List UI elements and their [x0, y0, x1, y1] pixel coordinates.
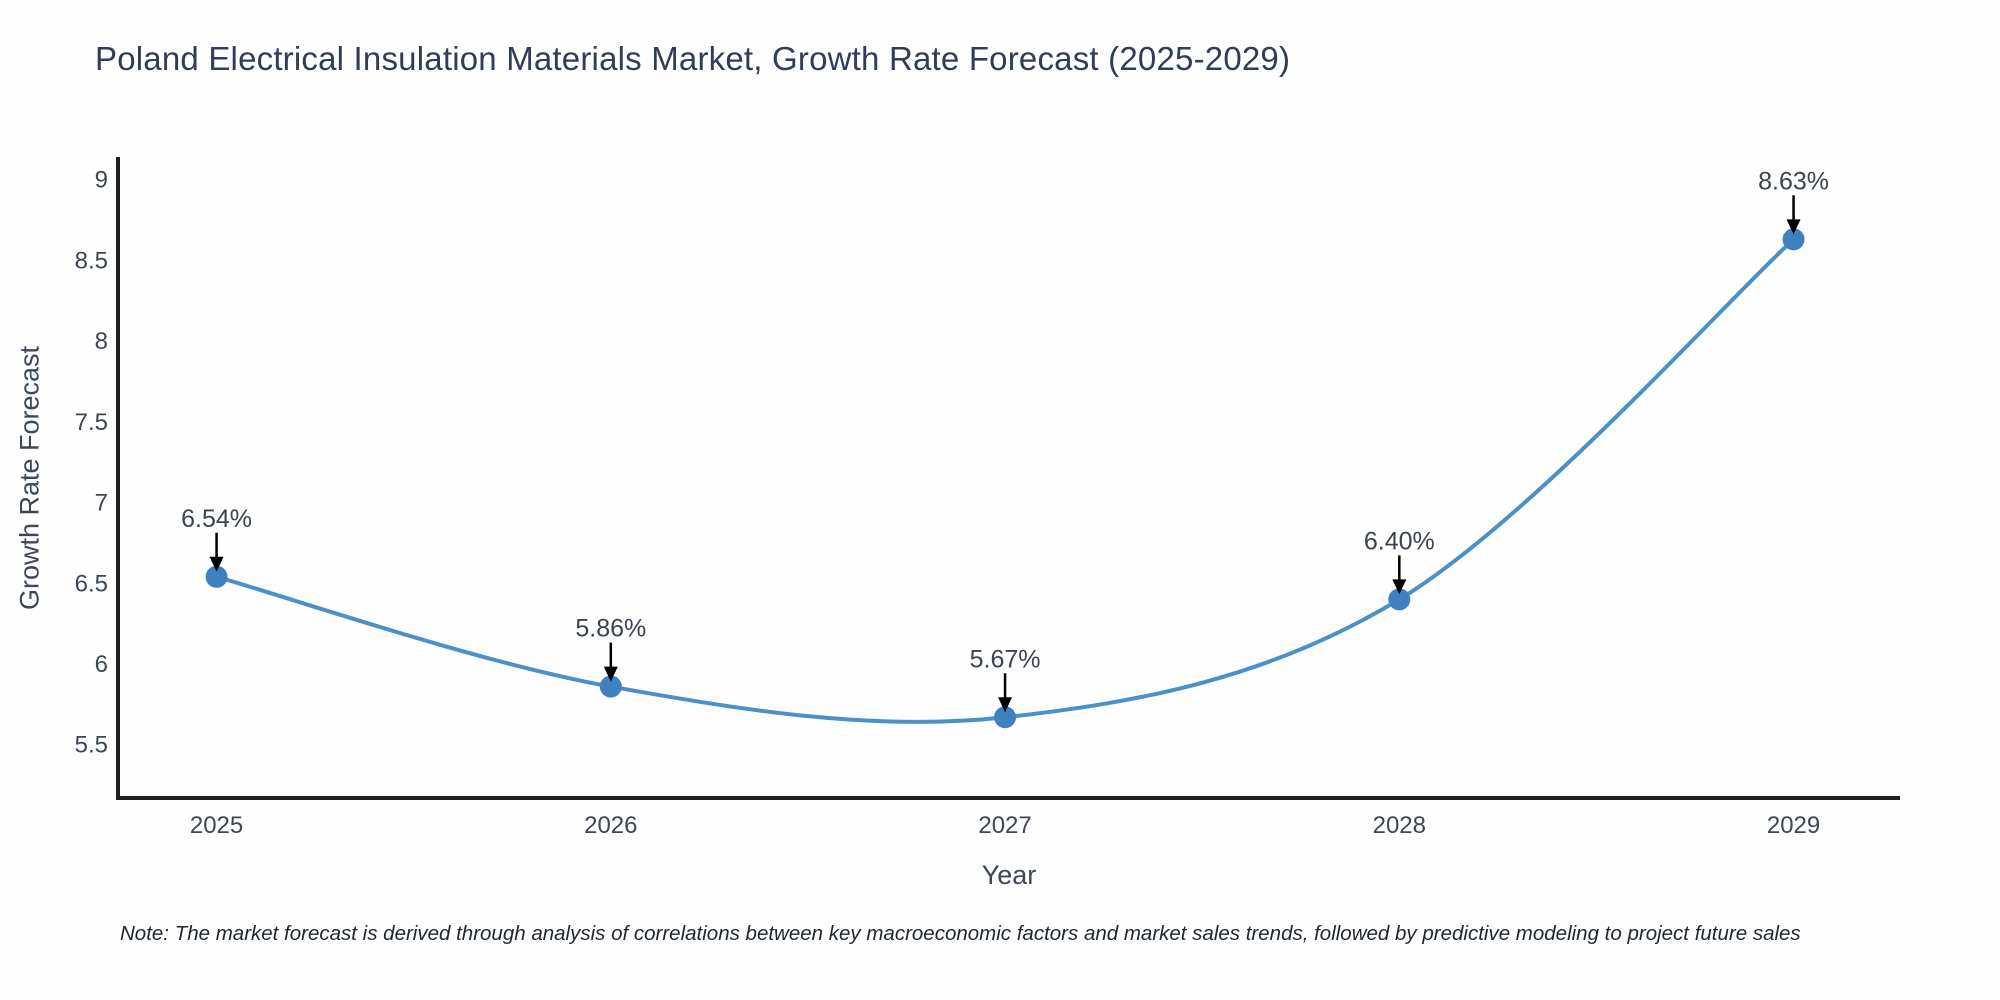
annotation-arrowhead [1786, 219, 1801, 235]
trend-line [214, 237, 1796, 724]
point-annotation: 5.67% [970, 645, 1041, 673]
y-tick-label: 7.5 [75, 409, 108, 436]
x-tick-label: 2027 [978, 812, 1031, 839]
annotation-arrowhead [998, 697, 1013, 713]
x-tick-label: 2029 [1767, 812, 1820, 839]
data-point-2028[interactable] [1388, 588, 1411, 611]
y-tick-label: 7 [95, 490, 108, 517]
point-annotation: 6.40% [1364, 527, 1435, 555]
y-tick-label: 8.5 [75, 247, 108, 274]
point-annotation: 8.63% [1758, 167, 1829, 195]
annotation-arrowhead [1392, 579, 1407, 595]
x-tick-label: 2028 [1373, 812, 1426, 839]
y-tick-label: 5.5 [75, 732, 108, 759]
data-point-2029[interactable] [1782, 228, 1805, 251]
data-point-2027[interactable] [994, 706, 1017, 729]
footnote: Note: The market forecast is derived thr… [120, 922, 1801, 945]
y-tick-label: 9 [95, 167, 108, 194]
x-tick-label: 2025 [190, 812, 243, 839]
x-tick-label: 2026 [584, 812, 637, 839]
annotation-arrowhead [209, 556, 224, 572]
y-tick-label: 6 [95, 651, 108, 678]
chart-title: Poland Electrical Insulation Materials M… [95, 40, 1291, 77]
data-point-2026[interactable] [599, 675, 622, 698]
point-annotation: 6.54% [181, 505, 252, 533]
x-axis-title: Year [981, 860, 1037, 890]
annotation-arrowhead [603, 666, 618, 682]
y-tick-label: 8 [95, 328, 108, 355]
data-point-2025[interactable] [205, 565, 228, 588]
point-annotation: 5.86% [575, 615, 646, 643]
y-tick-label: 6.5 [75, 570, 108, 597]
